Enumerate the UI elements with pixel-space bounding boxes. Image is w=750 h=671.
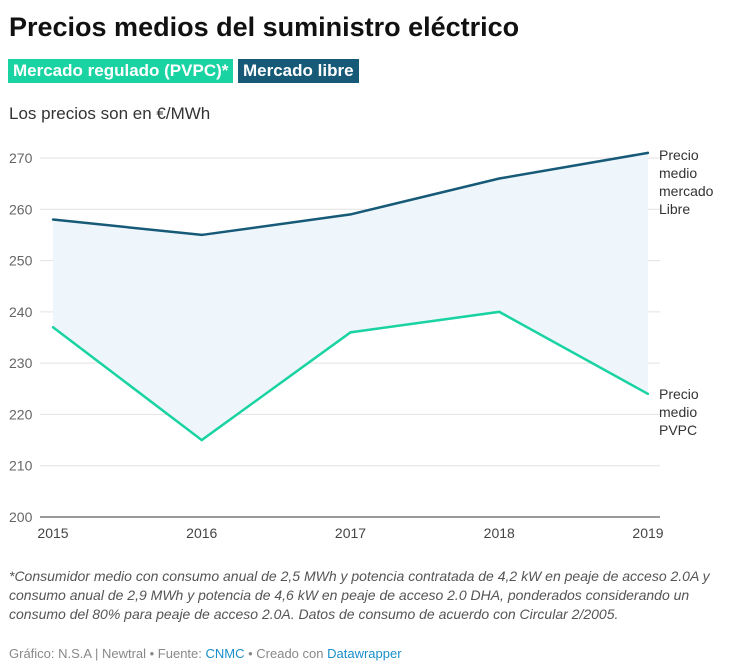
credits: Gráfico: N.S.A | Newtral • Fuente: CNMC … <box>9 646 402 661</box>
x-tick-label: 2017 <box>335 525 366 541</box>
footnote: *Consumidor medio con consumo anual de 2… <box>9 568 710 622</box>
legend-pvpc: Mercado regulado (PVPC)* <box>8 59 234 83</box>
series-label: Libre <box>659 201 690 217</box>
y-tick-label: 210 <box>9 458 33 474</box>
x-tick-label: 2016 <box>186 525 217 541</box>
chart-subtitle: Los precios son en €/MWh <box>9 104 211 123</box>
credits-text: Gráfico: N.S.A | Newtral • Fuente: <box>9 646 206 661</box>
y-tick-label: 230 <box>9 355 33 371</box>
data-point <box>51 218 55 221</box>
chart-title: Precios medios del suministro eléctrico <box>9 12 520 42</box>
y-tick-label: 260 <box>9 201 33 217</box>
x-tick-label: 2019 <box>632 525 663 541</box>
data-point <box>200 233 203 237</box>
series-label: medio <box>659 165 697 181</box>
legend-libre: Mercado libre <box>238 59 359 83</box>
series-label: PVPC <box>659 422 697 438</box>
y-tick-label: 240 <box>9 304 33 320</box>
x-tick-label: 2018 <box>484 525 515 541</box>
data-point <box>349 331 352 334</box>
data-point <box>646 392 650 396</box>
data-point <box>498 310 501 314</box>
y-tick-label: 220 <box>9 406 33 422</box>
series-label: medio <box>659 404 697 420</box>
datawrapper-link[interactable]: Datawrapper <box>327 646 402 661</box>
credits-text-2: • Creado con <box>244 646 328 661</box>
data-point <box>51 326 55 329</box>
y-tick-label: 250 <box>9 253 33 269</box>
data-point <box>646 151 650 155</box>
y-tick-label: 200 <box>9 509 33 525</box>
series-label: Precio <box>659 386 699 402</box>
data-point <box>498 177 501 180</box>
source-link[interactable]: CNMC <box>205 646 245 661</box>
series-label: Precio <box>659 147 699 163</box>
series-label: mercado <box>659 183 714 199</box>
area-between-series <box>53 152 648 441</box>
data-point <box>349 213 352 216</box>
y-tick-label: 270 <box>9 150 33 166</box>
x-tick-label: 2015 <box>37 525 68 541</box>
data-point <box>200 438 203 442</box>
